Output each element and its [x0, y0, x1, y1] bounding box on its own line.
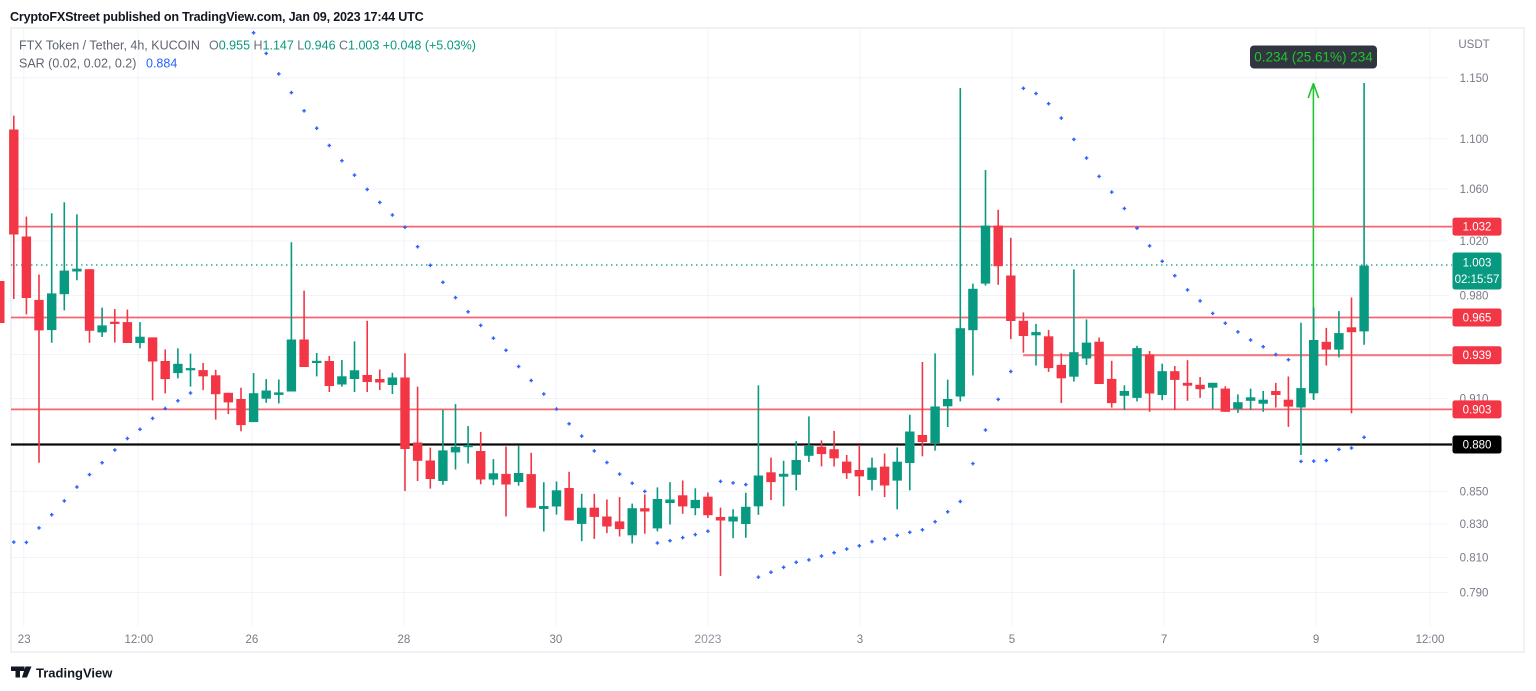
- svg-text:0.790: 0.790: [1460, 588, 1489, 600]
- svg-text:26: 26: [246, 634, 259, 646]
- svg-text:23: 23: [18, 634, 31, 646]
- svg-text:FTX Token / Tether, 4h, KUCOIN: FTX Token / Tether, 4h, KUCOIN: [19, 39, 200, 53]
- svg-text:5: 5: [1009, 634, 1015, 646]
- svg-text:28: 28: [398, 634, 411, 646]
- svg-text:0.980: 0.980: [1460, 291, 1489, 303]
- svg-text:0.884: 0.884: [146, 57, 177, 71]
- svg-text:TradingView: TradingView: [36, 666, 113, 681]
- svg-text:0.810: 0.810: [1460, 553, 1489, 565]
- svg-text:0.965: 0.965: [1463, 313, 1492, 325]
- svg-text:CryptoFXStreet published on Tr: CryptoFXStreet published on TradingView.…: [10, 10, 424, 24]
- svg-text:1.150: 1.150: [1460, 73, 1489, 85]
- svg-text:0.830: 0.830: [1460, 519, 1489, 531]
- svg-text:0.234 (25.61%) 234: 0.234 (25.61%) 234: [1254, 50, 1373, 65]
- svg-text:1.020: 1.020: [1460, 236, 1489, 248]
- svg-text:0.880: 0.880: [1463, 440, 1492, 452]
- svg-text:12:00: 12:00: [1416, 634, 1445, 646]
- svg-text:30: 30: [550, 634, 563, 646]
- svg-text:02:15:57: 02:15:57: [1455, 274, 1500, 286]
- svg-text:12:00: 12:00: [125, 634, 154, 646]
- svg-text:2023: 2023: [694, 632, 721, 646]
- svg-text:3: 3: [857, 634, 863, 646]
- svg-text:9: 9: [1313, 634, 1319, 646]
- svg-text:1.032: 1.032: [1463, 222, 1492, 234]
- svg-text:0.850: 0.850: [1460, 487, 1489, 499]
- svg-text:O0.955 H1.147 L0.946 C1.003 +0: O0.955 H1.147 L0.946 C1.003 +0.048 (+5.0…: [209, 39, 476, 53]
- svg-text:1.003: 1.003: [1463, 258, 1492, 270]
- svg-text:SAR (0.02, 0.02, 0.2): SAR (0.02, 0.02, 0.2): [19, 57, 136, 71]
- svg-text:0.939: 0.939: [1463, 350, 1492, 362]
- svg-text:1.060: 1.060: [1460, 184, 1489, 196]
- svg-text:7: 7: [1161, 634, 1167, 646]
- svg-text:1.100: 1.100: [1460, 134, 1489, 146]
- svg-text:0.903: 0.903: [1463, 404, 1492, 416]
- svg-text:USDT: USDT: [1458, 39, 1489, 51]
